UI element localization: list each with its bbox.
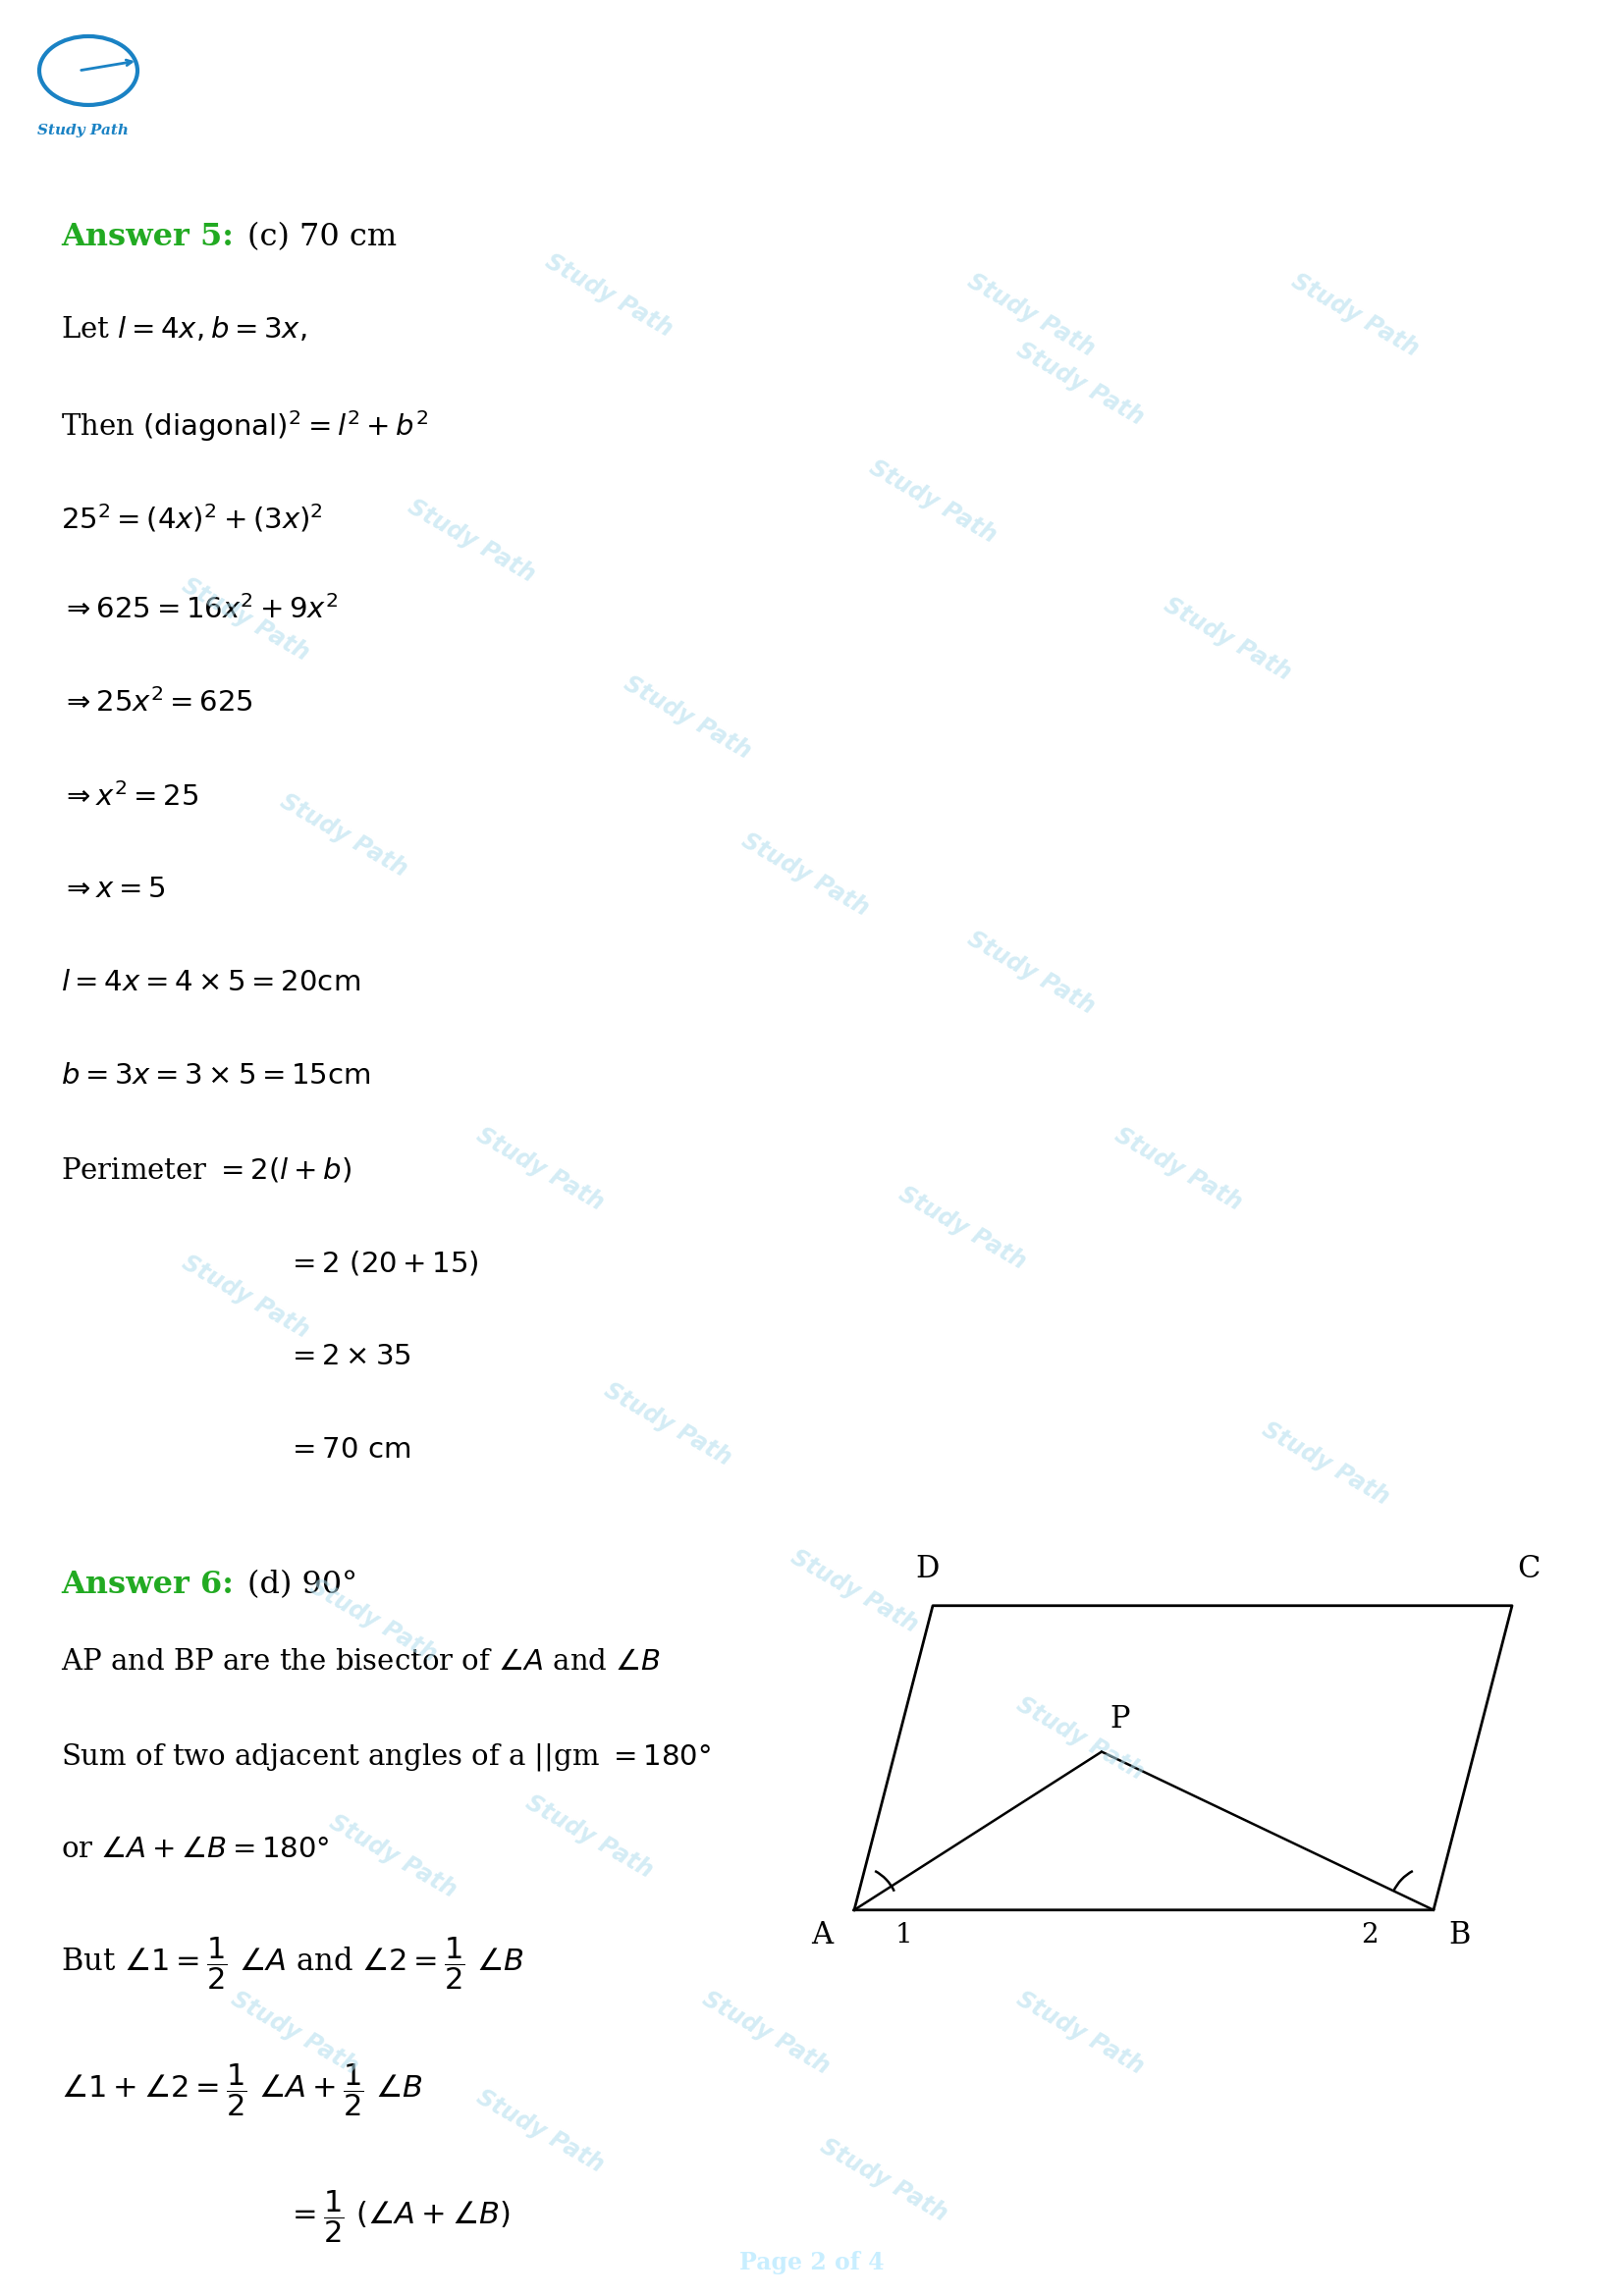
Text: Study Path: Study Path [599,1378,736,1469]
Text: or $\angle A + \angle B = 180°$: or $\angle A + \angle B = 180°$ [60,1835,330,1862]
Text: Study Path: Study Path [1288,269,1423,360]
Text: Study Path: Study Path [619,670,755,762]
Text: Then $(\mathrm{diagonal})^2 = l^2 + b^2$: Then $(\mathrm{diagonal})^2 = l^2 + b^2$ [60,409,429,443]
Text: RS Aggarwal Solutions: RS Aggarwal Solutions [620,69,1004,99]
Text: B: B [1449,1919,1470,1949]
Text: Study Path: Study Path [866,455,1000,546]
Text: Study Path: Study Path [1012,1986,1148,2078]
Text: (d) 90°: (d) 90° [247,1570,357,1600]
Text: Study Path: Study Path [325,1809,461,1901]
Text: Answer 6:: Answer 6: [60,1570,234,1600]
Text: C: C [1517,1554,1540,1584]
Text: Perimeter $= 2(l + b)$: Perimeter $= 2(l + b)$ [60,1155,351,1185]
Text: P: P [1109,1704,1130,1733]
Text: Study Path: Study Path [403,494,539,585]
Text: Class-VIII: Class-VIII [726,21,898,53]
Text: $\Rightarrow 625 = 16x^2 + 9x^2$: $\Rightarrow 625 = 16x^2 + 9x^2$ [60,595,338,625]
Text: 2: 2 [1361,1922,1379,1949]
Text: (c) 70 cm: (c) 70 cm [247,223,396,253]
Text: Study Path: Study Path [963,928,1099,1019]
Text: Study Path: Study Path [37,124,130,138]
Text: Chapter 16: Parallelograms: Chapter 16: Parallelograms [581,115,1043,147]
Text: $\Rightarrow x = 5$: $\Rightarrow x = 5$ [60,875,166,902]
Text: $\angle 1 + \angle 2 = \dfrac{1}{2}\ \angle A + \dfrac{1}{2}\ \angle B$: $\angle 1 + \angle 2 = \dfrac{1}{2}\ \an… [60,2062,422,2119]
Text: $= 2\ (20 + 15)$: $= 2\ (20 + 15)$ [287,1249,479,1279]
Text: Study Path: Study Path [963,269,1099,360]
Text: $\Rightarrow x^2 = 25$: $\Rightarrow x^2 = 25$ [60,783,198,810]
Text: $b = 3x = 3 \times 5 = 15\mathrm{cm}$: $b = 3x = 3 \times 5 = 15\mathrm{cm}$ [60,1063,370,1091]
Text: Study Path: Study Path [521,1791,658,1883]
Text: A: A [810,1919,833,1949]
Text: Study Path: Study Path [541,250,677,342]
Text: Study Path: Study Path [227,1986,362,2078]
Text: 1: 1 [895,1922,913,1949]
Ellipse shape [8,7,159,161]
Text: Study Path: Study Path [737,829,874,921]
Text: But $\angle 1 = \dfrac{1}{2}\ \angle A$ and $\angle 2 = \dfrac{1}{2}\ \angle B$: But $\angle 1 = \dfrac{1}{2}\ \angle A$ … [60,1936,525,1993]
Text: $= 70\ \mathrm{cm}$: $= 70\ \mathrm{cm}$ [287,1437,411,1465]
Text: Let $l = 4x, b = 3x,$: Let $l = 4x, b = 3x,$ [60,315,307,344]
Text: $= 2 \times 35$: $= 2 \times 35$ [287,1343,411,1371]
Text: Page 2 of 4: Page 2 of 4 [739,2250,885,2275]
Text: Study Path: Study Path [305,1575,440,1667]
Text: AP and BP are the bisector of $\angle A$ and $\angle B$: AP and BP are the bisector of $\angle A$… [60,1649,661,1676]
Text: $= \dfrac{1}{2}\ (\angle A + \angle B)$: $= \dfrac{1}{2}\ (\angle A + \angle B)$ [287,2188,510,2245]
Text: $l = 4x = 4 \times 5 = 20\mathrm{cm}$: $l = 4x = 4 \times 5 = 20\mathrm{cm}$ [60,969,361,996]
Text: D: D [916,1554,940,1584]
Text: $\Rightarrow 25x^2 = 625$: $\Rightarrow 25x^2 = 625$ [60,689,253,719]
Text: Study Path: Study Path [1012,1692,1148,1784]
Text: Study Path: Study Path [473,1123,607,1215]
Text: Study Path: Study Path [473,2085,607,2177]
Text: $25^2 = (4x)^2 + (3x)^2$: $25^2 = (4x)^2 + (3x)^2$ [60,503,323,535]
Text: Study Path: Study Path [177,574,313,666]
Text: Study Path: Study Path [1111,1123,1246,1215]
Text: Study Path: Study Path [786,1545,922,1637]
Text: Study Path: Study Path [815,2133,952,2225]
Text: Study Path: Study Path [698,1986,833,2078]
Text: Study Path: Study Path [276,790,411,882]
Text: Study Path: Study Path [1160,592,1294,684]
Text: Study Path: Study Path [895,1182,1030,1274]
Text: Sum of two adjacent angles of a $||$gm $= 180°$: Sum of two adjacent angles of a $||$gm $… [60,1743,711,1773]
Text: Study Path: Study Path [177,1251,313,1343]
Text: Answer 5:: Answer 5: [60,223,234,253]
Text: Study Path: Study Path [1257,1417,1393,1508]
Text: Study Path: Study Path [1012,338,1148,429]
